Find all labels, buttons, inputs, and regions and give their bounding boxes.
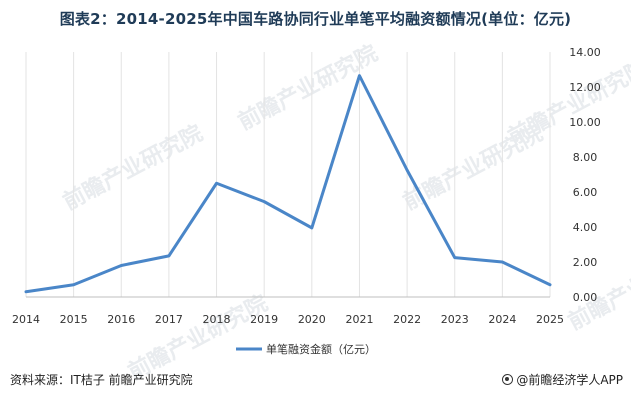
x-tick-label: 2021 [345,313,373,326]
x-tick-label: 2020 [298,313,326,326]
x-tick-label: 2015 [60,313,88,326]
x-tick-label: 2017 [155,313,183,326]
y-tick-label: 10.00 [569,116,601,129]
x-tick-label: 2016 [107,313,135,326]
y-tick-label: 12.00 [569,81,601,94]
y-tick-label: 0.00 [573,291,598,304]
chart-title: 图表2：2014-2025年中国车路协同行业单笔平均融资额情况(单位：亿元) [59,10,572,28]
x-tick-label: 2019 [250,313,278,326]
y-tick-label: 8.00 [573,151,598,164]
y-tick-label: 6.00 [573,186,598,199]
brand-logo-icon [502,374,514,385]
x-tick-label: 2023 [441,313,469,326]
x-tick-label: 2025 [536,313,564,326]
x-tick-label: 2022 [393,313,421,326]
brand-label: @前瞻经济学人APP [502,371,623,388]
legend-label: 单笔融资金额（亿元） [266,342,376,356]
brand-text: @前瞻经济学人APP [516,373,623,387]
source-note: 资料来源：IT桔子 前瞻产业研究院 [10,373,193,387]
x-tick-label: 2018 [203,313,231,326]
series-line [24,74,552,294]
y-tick-label: 2.00 [573,256,598,269]
y-tick-label: 14.00 [569,46,601,59]
x-tick-label: 2014 [12,313,40,326]
x-tick-label: 2024 [488,313,516,326]
y-tick-label: 4.00 [573,221,598,234]
